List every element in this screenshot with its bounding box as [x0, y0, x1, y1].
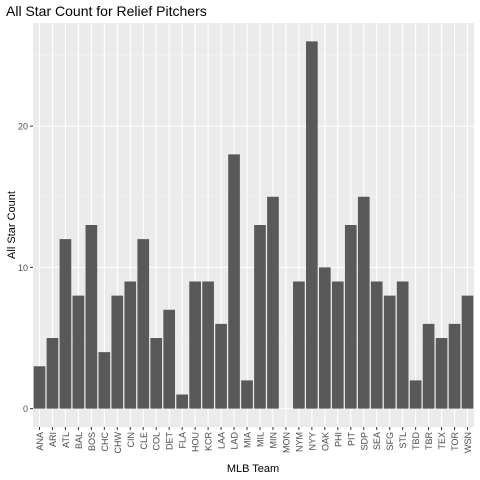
bar-tbr: [422, 323, 435, 409]
bar-nyy: [306, 41, 318, 409]
bar-fla: [176, 394, 188, 409]
y-tick-label: 0: [23, 404, 28, 414]
bar-atl: [59, 239, 72, 409]
bar-sfg: [383, 295, 396, 409]
bar-pit: [344, 225, 357, 409]
bar-lad: [228, 154, 240, 409]
chart-title: All Star Count for Relief Pitchers: [6, 3, 207, 19]
x-tick-label: STL: [398, 432, 408, 449]
bar-ana: [33, 366, 46, 409]
bar-min: [267, 196, 279, 409]
bar-bal: [72, 295, 85, 409]
bar-chc: [98, 352, 111, 409]
bar-stl: [396, 281, 409, 409]
x-tick-label: KCR: [204, 432, 214, 452]
x-tick-label: MIN: [268, 432, 278, 449]
x-tick-label: HOU: [191, 432, 201, 452]
x-tick-label: ANA: [35, 432, 45, 451]
bar-laa: [215, 323, 227, 409]
bar-tor: [448, 323, 461, 409]
x-tick-label: FLA: [178, 432, 188, 449]
bar-nym: [293, 281, 305, 409]
bar-phi: [331, 281, 344, 409]
bar-det: [163, 309, 176, 409]
x-tick-label: SEA: [372, 432, 382, 450]
bar-cle: [137, 239, 150, 409]
x-tick-label: MIA: [243, 432, 253, 448]
x-tick-label: OAK: [320, 432, 330, 451]
x-tick-label: PIT: [346, 432, 356, 447]
bar-tbd: [409, 380, 422, 409]
bar-tex: [435, 338, 448, 409]
y-tick-label: 20: [18, 122, 28, 132]
x-tick-label: NYM: [294, 432, 304, 452]
y-axis-title: All Star Count: [6, 191, 18, 259]
bar-kcr: [202, 281, 214, 409]
x-tick-label: MIL: [255, 432, 265, 447]
bar-sea: [370, 281, 383, 409]
x-tick-label: CLE: [139, 432, 149, 450]
x-axis: ANA ARI ATL BAL BOS CHC CHW CIN CLE COL DET FLA HOU K…: [35, 427, 473, 454]
bar-hou: [189, 281, 201, 409]
bar-mia: [241, 380, 253, 409]
x-tick-label: SFG: [385, 432, 395, 451]
x-tick-label: LAA: [217, 432, 227, 449]
bar-bos: [85, 225, 98, 409]
bar-ari: [46, 338, 59, 409]
x-tick-label: ARI: [48, 432, 58, 447]
x-tick-label: SDP: [359, 432, 369, 451]
bar-wsn: [461, 295, 474, 409]
x-tick-label: NYY: [307, 432, 317, 451]
x-tick-label: TBR: [424, 431, 434, 450]
x-tick-label: CHC: [100, 432, 110, 452]
y-axis: 0 10 20: [18, 122, 33, 414]
x-tick-label: BOS: [87, 432, 97, 451]
bar-col: [150, 338, 163, 409]
bars: [33, 41, 474, 409]
x-tick-label: BAL: [74, 432, 84, 449]
x-tick-label: TOR: [450, 432, 460, 451]
y-tick-label: 10: [18, 263, 28, 273]
x-tick-label: ATL: [61, 432, 71, 448]
x-tick-label: MON: [281, 432, 291, 453]
x-tick-label: LAD: [230, 432, 240, 450]
x-tick-label: WSN: [463, 432, 473, 453]
x-axis-title: MLB Team: [227, 463, 279, 475]
x-tick-label: CHW: [113, 432, 123, 454]
bar-sdp: [357, 196, 370, 409]
x-tick-label: DET: [165, 431, 175, 450]
bar-mil: [254, 225, 266, 409]
bar-cin: [124, 281, 137, 409]
x-tick-label: TBD: [411, 431, 421, 450]
x-tick-label: TEX: [437, 432, 447, 450]
x-tick-label: CIN: [126, 432, 136, 448]
x-tick-label: PHI: [333, 432, 343, 447]
bar-oak: [319, 267, 331, 409]
x-tick-label: COL: [152, 432, 162, 451]
bar-chw: [111, 295, 124, 409]
